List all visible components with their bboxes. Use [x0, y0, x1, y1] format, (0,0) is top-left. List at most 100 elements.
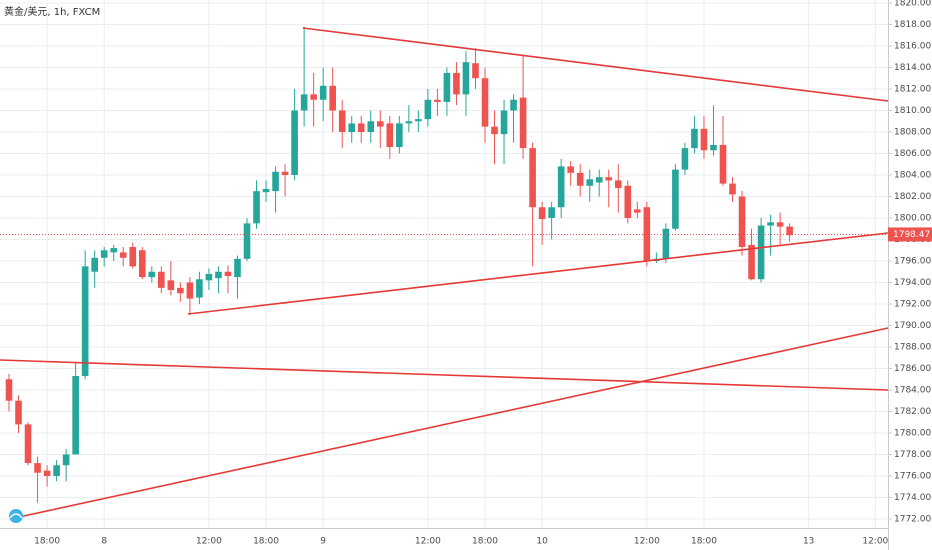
candle-body — [158, 271, 165, 288]
time-axis — [0, 528, 888, 550]
candle-body — [748, 244, 755, 280]
candle-body — [443, 72, 451, 102]
candle-body — [291, 110, 298, 175]
candle-body — [34, 463, 41, 473]
y-tick-label: 1800.00 — [894, 213, 931, 223]
candle-body — [396, 123, 403, 148]
candle-body — [43, 470, 51, 476]
candle-body — [357, 123, 365, 132]
y-tick-label: 1820.00 — [894, 0, 931, 9]
candle-body — [91, 257, 98, 272]
candle-body — [329, 85, 336, 111]
trend-line — [302, 27, 889, 102]
x-tick-label: 18:00 — [472, 537, 498, 547]
candle-body — [691, 128, 698, 149]
candle-body — [300, 94, 308, 111]
candle-body — [586, 179, 594, 186]
candle-body — [767, 222, 774, 226]
candle-body — [253, 191, 260, 224]
candle-body — [110, 248, 118, 253]
y-tick-label: 1774.00 — [894, 493, 931, 503]
y-tick-label: 1812.00 — [894, 85, 931, 95]
trend-line — [0, 359, 889, 391]
candle-body — [119, 252, 127, 258]
candle-body — [62, 454, 70, 466]
y-tick-label: 1810.00 — [894, 106, 931, 116]
y-tick-label: 1802.00 — [894, 192, 931, 202]
grid — [0, 0, 888, 528]
candle-body — [776, 222, 784, 227]
logo[interactable] — [9, 509, 23, 523]
x-tick-label: 12:00 — [415, 537, 441, 547]
last-price-label: 1798.47 — [893, 230, 930, 240]
candle-body — [281, 171, 289, 175]
candle-body — [81, 266, 89, 377]
candle-body — [672, 169, 679, 229]
candle-body — [177, 287, 184, 294]
x-tick-label: 13 — [803, 537, 814, 547]
candle-body — [700, 128, 708, 151]
x-tick-label: 18:00 — [691, 537, 717, 547]
y-tick-label: 1808.00 — [894, 128, 931, 138]
candle-body — [453, 72, 460, 95]
candle-body — [719, 144, 727, 184]
y-tick-label: 1818.00 — [894, 20, 931, 30]
candle-body — [5, 379, 13, 401]
candle-body — [681, 148, 689, 170]
trend-line — [9, 327, 889, 520]
y-tick-label: 1786.00 — [894, 364, 931, 374]
candles — [0, 26, 888, 503]
candle-body — [481, 78, 489, 127]
x-tick-label: 12:00 — [634, 537, 660, 547]
price-axis — [888, 0, 932, 550]
candle-body — [548, 207, 555, 218]
candle-body — [738, 196, 746, 248]
candle-body — [234, 258, 241, 278]
candle-body — [367, 121, 375, 132]
candle-body — [100, 250, 108, 258]
candle-body — [215, 271, 222, 279]
candle-body — [500, 110, 508, 135]
chart-title: 黄金/美元, 1h, FXCM — [4, 5, 100, 18]
x-tick-label: 18:00 — [253, 537, 279, 547]
candle-body — [376, 121, 384, 127]
candle-body — [757, 225, 765, 280]
y-tick-label: 1804.00 — [894, 170, 931, 180]
candle-body — [72, 376, 79, 455]
candle-body — [138, 250, 146, 278]
x-tick-label: 10 — [536, 537, 548, 547]
candle-body — [557, 166, 565, 208]
candle-body — [605, 177, 613, 181]
y-tick-label: 1816.00 — [894, 42, 931, 52]
y-tick-label: 1780.00 — [894, 428, 931, 438]
candle-body — [262, 188, 270, 193]
candle-body — [53, 465, 60, 476]
candle-body — [624, 185, 632, 218]
y-tick-label: 1794.00 — [894, 278, 931, 288]
candle-body — [424, 99, 432, 120]
x-tick-label: 8 — [101, 537, 107, 547]
candle-body — [567, 166, 574, 173]
x-tick-label: 9 — [320, 537, 326, 547]
candle-body — [614, 180, 622, 188]
y-tick-label: 1784.00 — [894, 385, 931, 395]
candle-body — [472, 63, 479, 79]
y-tick-label: 1776.00 — [894, 471, 931, 481]
candle-body — [415, 119, 422, 122]
candle-body — [24, 424, 32, 464]
candle-body — [538, 207, 546, 220]
candle-body — [729, 183, 736, 195]
y-tick-label: 1814.00 — [894, 63, 931, 73]
candle-body — [129, 247, 137, 267]
candle-body — [196, 279, 203, 298]
candle-body — [386, 123, 394, 148]
y-tick-label: 1806.00 — [894, 149, 931, 159]
y-tick-label: 1778.00 — [894, 450, 931, 460]
candle-body — [634, 209, 641, 213]
logo-icon[interactable] — [9, 509, 23, 523]
y-tick-label: 1790.00 — [894, 321, 931, 331]
candle-body — [519, 97, 527, 149]
candle-body — [491, 126, 498, 135]
x-tick-label: 18:00 — [34, 537, 60, 547]
